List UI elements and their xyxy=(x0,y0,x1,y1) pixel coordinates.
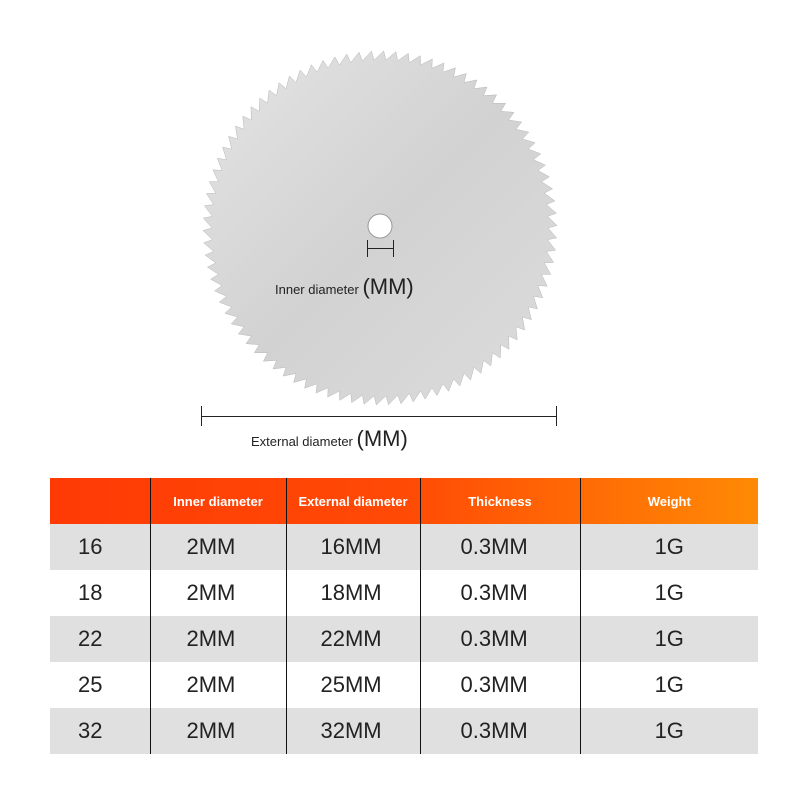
table-row: 25 2MM 25MM 0.3MM 1G xyxy=(50,662,758,708)
table-cell: 1G xyxy=(654,534,684,559)
table-cell: 0.3MM xyxy=(420,708,581,754)
table-cell: 22 xyxy=(50,616,151,662)
table-cell: 18 xyxy=(50,570,151,616)
saw-blade-image xyxy=(202,50,558,406)
column-header: Inner diameter xyxy=(150,478,287,524)
table-cell: 25MM xyxy=(286,662,421,708)
table-cell: 2MM xyxy=(150,616,287,662)
table-cell: 0.3MM xyxy=(420,524,581,570)
table-cell: 1G xyxy=(654,580,684,605)
table-cell: 1G xyxy=(654,672,684,697)
column-header: Thickness xyxy=(420,478,581,524)
table-cell: 0.3MM xyxy=(420,662,581,708)
table-row: 16 2MM 16MM 0.3MM 1G xyxy=(50,524,758,570)
table-cell: 1G xyxy=(654,718,684,743)
inner-diameter-label: Inner diameter (MM) xyxy=(275,274,414,299)
table-row: 32 2MM 32MM 0.3MM 1G xyxy=(50,708,758,754)
table-cell: 22MM xyxy=(286,616,421,662)
column-header: External diameter xyxy=(286,478,421,524)
table-row: 22 2MM 22MM 0.3MM 1G xyxy=(50,616,758,662)
table-cell: 1G xyxy=(654,626,684,651)
table-cell: 0.3MM xyxy=(420,616,581,662)
table-cell: 18MM xyxy=(286,570,421,616)
table-cell: 2MM xyxy=(150,708,287,754)
table-cell: 32 xyxy=(50,708,151,754)
column-header xyxy=(50,478,151,524)
table-cell: 25 xyxy=(50,662,151,708)
table-cell: 0.3MM xyxy=(420,570,581,616)
column-header: Weight xyxy=(647,493,691,509)
table-cell: 2MM xyxy=(150,570,287,616)
spec-table: Inner diameter External diameter Thickness… xyxy=(50,478,758,754)
table-cell: 2MM xyxy=(150,662,287,708)
table-row: 18 2MM 18MM 0.3MM 1G xyxy=(50,570,758,616)
center-hole xyxy=(367,213,393,239)
inner-dim-line xyxy=(367,248,394,249)
table-cell: 16MM xyxy=(286,524,421,570)
external-diameter-label: External diameter (MM) xyxy=(251,426,408,451)
external-dim-line xyxy=(201,416,557,417)
table-cell: 2MM xyxy=(150,524,287,570)
table-cell: 32MM xyxy=(286,708,421,754)
table-cell: 16 xyxy=(50,524,151,570)
table-header-row: Inner diameter External diameter Thickness… xyxy=(50,478,758,524)
